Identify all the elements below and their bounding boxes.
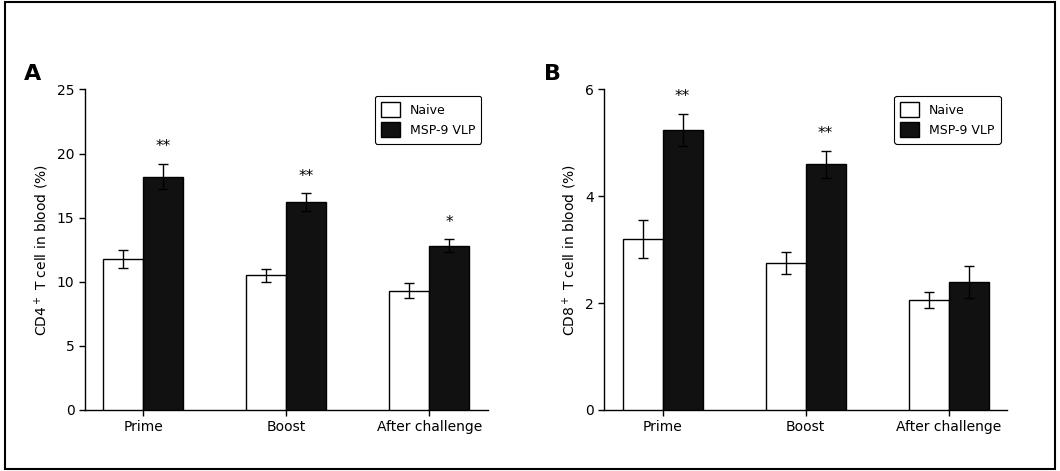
Bar xyxy=(246,275,286,410)
Bar xyxy=(949,282,989,410)
Text: **: ** xyxy=(818,126,833,141)
Text: **: ** xyxy=(156,139,171,154)
Y-axis label: CD8$^+$ T cell in blood (%): CD8$^+$ T cell in blood (%) xyxy=(561,163,580,336)
Text: *: * xyxy=(445,215,453,230)
Bar xyxy=(908,300,949,410)
Text: A: A xyxy=(24,64,41,84)
Bar xyxy=(765,263,806,410)
Y-axis label: CD4$^+$ T cell in blood (%): CD4$^+$ T cell in blood (%) xyxy=(33,163,51,336)
Bar xyxy=(389,291,429,410)
Text: **: ** xyxy=(675,89,690,104)
Text: **: ** xyxy=(299,169,314,184)
Legend: Naive, MSP-9 VLP: Naive, MSP-9 VLP xyxy=(375,96,481,144)
Text: B: B xyxy=(544,64,561,84)
Legend: Naive, MSP-9 VLP: Naive, MSP-9 VLP xyxy=(895,96,1001,144)
Bar xyxy=(429,246,470,410)
Bar xyxy=(662,130,703,410)
Bar xyxy=(286,202,326,410)
Bar xyxy=(622,239,662,410)
Bar xyxy=(806,164,846,410)
Bar xyxy=(143,177,183,410)
Bar xyxy=(103,259,143,410)
